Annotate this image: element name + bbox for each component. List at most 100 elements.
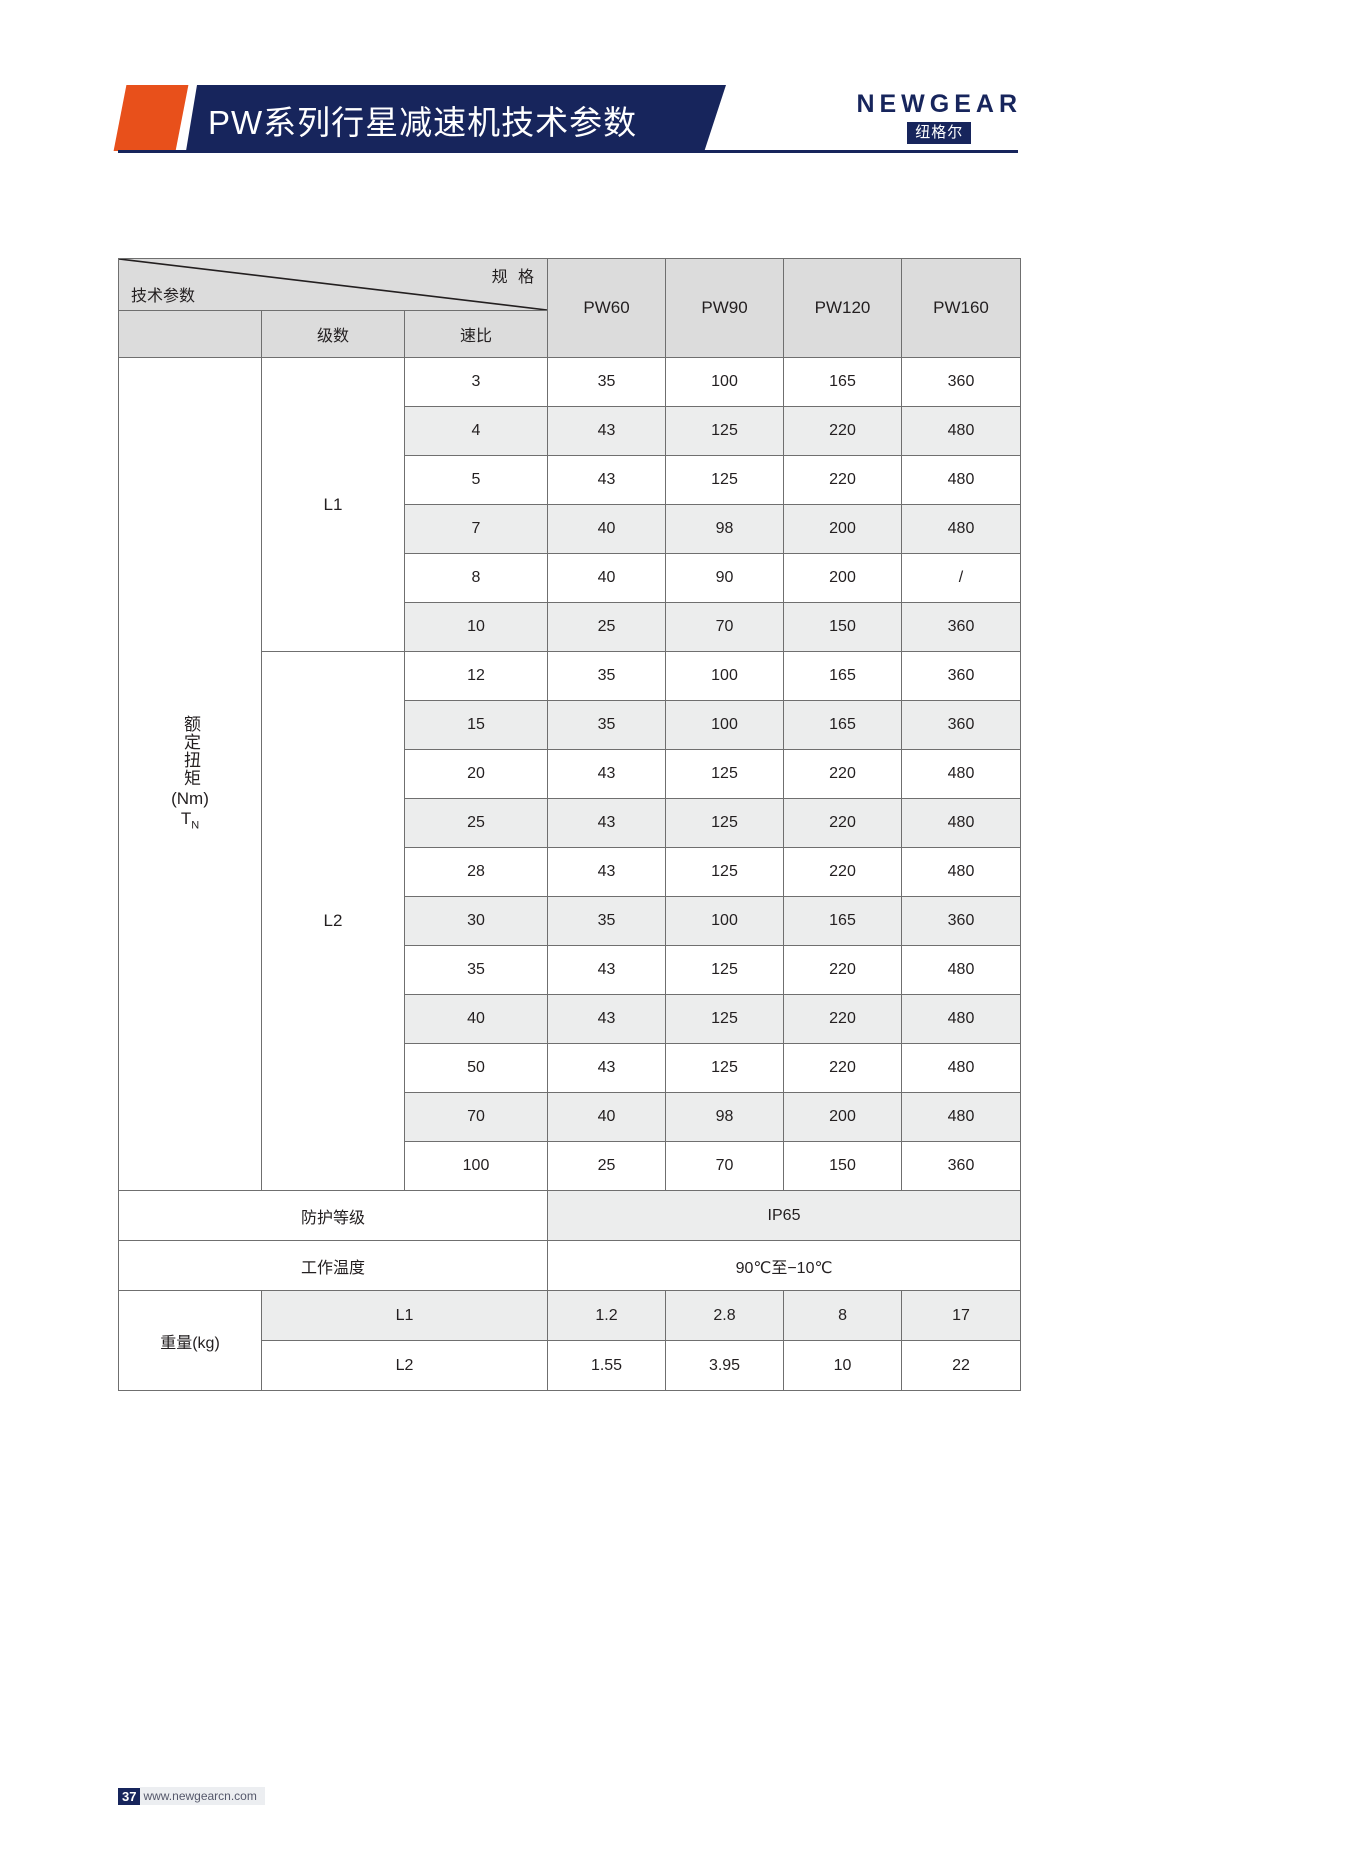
model-header-pw60: PW60: [547, 258, 667, 358]
cell-torque-pw120: 150: [783, 602, 903, 652]
cell-weight-pw60: 1.2: [547, 1290, 667, 1341]
cell-torque-pw120: 220: [783, 1043, 903, 1093]
cell-ratio: 10: [403, 602, 549, 652]
cell-ratio: 30: [403, 896, 549, 946]
cell-torque-pw160: 360: [901, 651, 1022, 701]
cell-torque-pw90: 100: [665, 896, 785, 946]
cell-torque-pw60: 43: [547, 749, 667, 799]
cell-torque-pw90: 98: [665, 1092, 785, 1142]
cell-torque-pw120: 200: [783, 553, 903, 603]
cell-torque-pw120: 165: [783, 651, 903, 701]
cell-torque-pw60: 35: [547, 700, 667, 750]
page-footer: 37 www.newgearcn.com: [118, 1787, 265, 1805]
cell-ratio: 3: [403, 357, 549, 407]
weight-stage-label: L2: [260, 1340, 549, 1391]
brand-logo: NEWGEAR 纽格尔: [856, 90, 1022, 145]
cell-torque-pw90: 125: [665, 945, 785, 995]
cell-torque-pw120: 220: [783, 406, 903, 456]
cell-torque-pw60: 40: [547, 504, 667, 554]
cell-torque-pw160: 480: [901, 749, 1022, 799]
cell-torque-pw120: 165: [783, 700, 903, 750]
cell-torque-pw160: 480: [901, 945, 1022, 995]
cell-torque-pw90: 100: [665, 357, 785, 407]
cell-torque-pw160: /: [901, 553, 1022, 603]
cell-torque-pw90: 125: [665, 798, 785, 848]
cell-torque-pw160: 360: [901, 896, 1022, 946]
cell-weight-pw160: 22: [901, 1340, 1022, 1391]
page-header: [0, 78, 1362, 156]
rated-torque-label-cell: 额定扭矩 (Nm) TN: [118, 357, 262, 1191]
weight-stage-label: L1: [260, 1290, 549, 1341]
cell-torque-pw160: 480: [901, 455, 1022, 505]
cell-torque-pw160: 480: [901, 994, 1022, 1044]
cell-ratio: 50: [403, 1043, 549, 1093]
diagonal-divider-icon: [119, 259, 547, 310]
rated-torque-unit: (Nm): [171, 789, 209, 809]
cell-torque-pw120: 220: [783, 455, 903, 505]
cell-torque-pw60: 35: [547, 651, 667, 701]
rated-torque-label-cn: 额定扭矩: [181, 715, 201, 788]
cell-torque-pw120: 220: [783, 847, 903, 897]
cell-weight-pw160: 17: [901, 1290, 1022, 1341]
stage-group-l1: L1: [261, 357, 405, 652]
table-row: 额定扭矩 (Nm) TN L1 3 35 100 165 360: [118, 357, 1022, 1191]
cell-torque-pw160: 480: [901, 798, 1022, 848]
page-number-badge: 37: [118, 1787, 141, 1805]
cell-torque-pw90: 70: [665, 602, 785, 652]
footer-website-url: www.newgearcn.com: [140, 1787, 265, 1805]
header-blue-banner: [186, 85, 726, 151]
model-header-pw90: PW90: [665, 258, 785, 358]
cell-torque-pw90: 90: [665, 553, 785, 603]
cell-torque-pw120: 200: [783, 504, 903, 554]
table-footer-row: 防护等级 IP65: [117, 1190, 1022, 1241]
cell-torque-pw160: 480: [901, 504, 1022, 554]
header-stages-label: 级数: [261, 310, 405, 358]
cell-torque-pw120: 150: [783, 1141, 903, 1191]
cell-ratio: 35: [403, 945, 549, 995]
logo-wordmark-cn: 纽格尔: [907, 122, 972, 145]
model-header-pw120: PW120: [783, 258, 903, 358]
cell-torque-pw60: 43: [547, 945, 667, 995]
cell-torque-pw90: 100: [665, 700, 785, 750]
cell-ratio: 25: [403, 798, 549, 848]
cell-torque-pw120: 165: [783, 357, 903, 407]
cell-ratio: 28: [403, 847, 549, 897]
cell-ratio: 70: [403, 1092, 549, 1142]
footer-value-cell: IP65: [547, 1190, 1022, 1241]
footer-label-cell: 工作温度: [117, 1240, 549, 1291]
cell-torque-pw90: 125: [665, 406, 785, 456]
cell-torque-pw90: 125: [665, 1043, 785, 1093]
cell-torque-pw90: 98: [665, 504, 785, 554]
cell-torque-pw60: 40: [547, 1092, 667, 1142]
cell-torque-pw120: 220: [783, 945, 903, 995]
logo-wordmark-en: NEWGEAR: [856, 90, 1022, 118]
cell-ratio: 40: [403, 994, 549, 1044]
table-header-row-1: 规 格技术参数 PW60 PW90 PW120 PW160: [117, 258, 1022, 358]
spec-table: 规 格技术参数 PW60 PW90 PW120 PW160 级数 速比 额定扭矩 (Nm) TN L…: [117, 258, 1022, 1391]
cell-torque-pw60: 40: [547, 553, 667, 603]
cell-torque-pw120: 220: [783, 994, 903, 1044]
cell-torque-pw60: 35: [547, 357, 667, 407]
cell-weight-pw90: 3.95: [665, 1340, 785, 1391]
cell-torque-pw90: 70: [665, 1141, 785, 1191]
cell-torque-pw90: 125: [665, 455, 785, 505]
cell-ratio: 12: [403, 651, 549, 701]
cell-torque-pw60: 25: [547, 1141, 667, 1191]
cell-ratio: 7: [403, 504, 549, 554]
cell-ratio: 15: [403, 700, 549, 750]
header-ratio-label: 速比: [403, 310, 549, 358]
cell-torque-pw120: 220: [783, 749, 903, 799]
table-footer-row: 工作温度 90℃至−10℃: [117, 1240, 1022, 1291]
cell-torque-pw160: 360: [901, 357, 1022, 407]
corner-param-label: 技术参数: [131, 288, 196, 305]
stage-group-l2: L2: [261, 651, 405, 1191]
corner-spec-label: 规 格: [491, 269, 538, 286]
cell-torque-pw60: 43: [547, 798, 667, 848]
cell-ratio: 100: [403, 1141, 549, 1191]
header-orange-accent: [113, 85, 189, 151]
logo-wordmark-cn-wrap: 纽格尔: [856, 122, 1022, 145]
weight-row: 重量(kg) L1 1.2 2.8 8 17: [118, 1290, 1022, 1391]
cell-torque-pw60: 43: [547, 994, 667, 1044]
header-blank-cell: [118, 310, 262, 358]
rated-torque-symbol: TN: [180, 809, 200, 832]
